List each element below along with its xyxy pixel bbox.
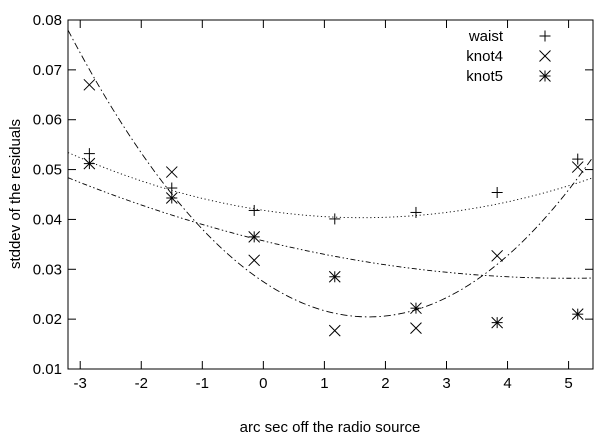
point-knot4 bbox=[491, 249, 504, 262]
point-knot4 bbox=[248, 254, 261, 267]
fit-curves bbox=[67, 29, 594, 318]
point-knot4 bbox=[328, 324, 341, 337]
y-tick-label: 0.07 bbox=[33, 62, 62, 79]
legend: waist knot4 knot5 bbox=[466, 28, 551, 85]
point-waist bbox=[248, 204, 260, 216]
point-knot5 bbox=[328, 270, 341, 283]
legend-marker-knot4 bbox=[539, 50, 551, 62]
point-knot4 bbox=[83, 78, 96, 91]
point-knot4 bbox=[571, 161, 584, 173]
x-tick-label: 1 bbox=[320, 375, 328, 392]
point-waist bbox=[572, 153, 584, 165]
x-tick-label: -2 bbox=[135, 375, 148, 392]
point-waist bbox=[83, 148, 95, 160]
y-tick-label: 0.08 bbox=[33, 12, 62, 29]
x-tick-label: -3 bbox=[74, 375, 87, 392]
y-tick-label: 0.04 bbox=[33, 211, 62, 228]
fit-curve-knot4 bbox=[67, 29, 594, 318]
y-tick-label: 0.01 bbox=[33, 361, 62, 378]
point-knot4 bbox=[165, 166, 178, 178]
legend-label-knot5: knot5 bbox=[466, 68, 503, 85]
point-knot5 bbox=[410, 302, 422, 315]
y-tick-label: 0.06 bbox=[33, 112, 62, 129]
point-waist bbox=[166, 182, 178, 194]
x-tick-label: 5 bbox=[564, 375, 572, 392]
x-axis: -3 -2 -1 0 1 2 3 4 5 bbox=[74, 20, 573, 392]
fit-curve-waist bbox=[67, 152, 594, 219]
x-tick-label: -1 bbox=[196, 375, 209, 392]
x-tick-label: 3 bbox=[442, 375, 450, 392]
legend-label-waist: waist bbox=[468, 28, 504, 45]
fit-curve-knot5 bbox=[67, 177, 594, 279]
plot-area bbox=[67, 19, 594, 370]
point-knot5 bbox=[248, 231, 261, 243]
point-knot5 bbox=[165, 192, 178, 204]
point-knot4 bbox=[410, 322, 422, 334]
y-tick-label: 0.05 bbox=[33, 162, 62, 179]
x-axis-label: arc sec off the radio source bbox=[240, 419, 421, 436]
legend-marker-knot5 bbox=[539, 70, 551, 82]
point-waist bbox=[329, 213, 341, 225]
y-axis: 0.01 0.02 0.03 0.04 0.05 0.06 0.07 0.08 bbox=[33, 12, 593, 378]
x-tick-label: 4 bbox=[503, 375, 511, 392]
point-waist bbox=[410, 206, 422, 218]
y-tick-label: 0.03 bbox=[33, 261, 62, 278]
plot-frame bbox=[67, 19, 594, 370]
x-tick-label: 0 bbox=[259, 375, 267, 392]
legend-label-knot4: knot4 bbox=[466, 48, 503, 65]
point-waist bbox=[491, 187, 503, 199]
point-knot5 bbox=[491, 316, 504, 329]
y-axis-label: stddev of the residuals bbox=[7, 119, 24, 269]
x-tick-label: 2 bbox=[381, 375, 389, 392]
y-tick-label: 0.02 bbox=[33, 311, 62, 328]
legend-marker-waist bbox=[539, 30, 551, 42]
point-knot5 bbox=[83, 157, 96, 170]
point-knot5 bbox=[571, 308, 584, 321]
data-points bbox=[83, 78, 584, 337]
